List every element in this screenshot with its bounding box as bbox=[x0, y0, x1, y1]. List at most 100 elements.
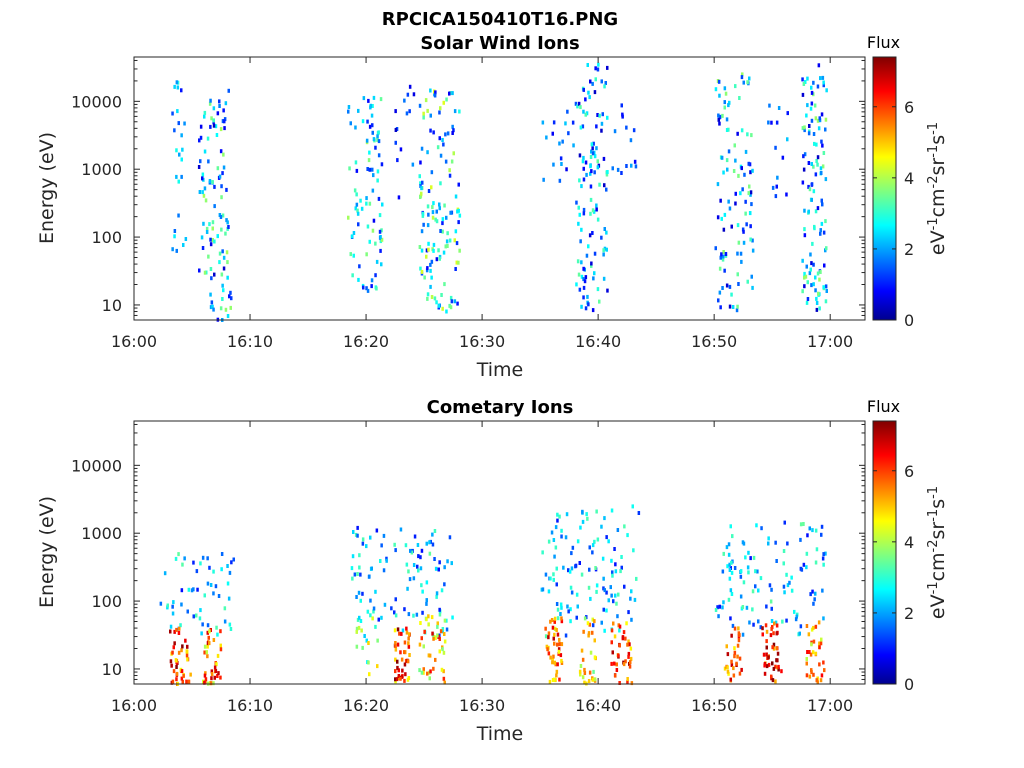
data-cell bbox=[729, 616, 732, 621]
data-cell bbox=[431, 210, 435, 215]
data-cell bbox=[406, 586, 409, 591]
data-cell bbox=[229, 627, 233, 631]
data-cell bbox=[774, 194, 778, 199]
data-cell bbox=[361, 537, 365, 542]
data-cell bbox=[621, 636, 625, 641]
data-cell bbox=[721, 257, 725, 262]
data-cell bbox=[432, 666, 435, 671]
data-cell bbox=[803, 284, 806, 289]
data-cell bbox=[769, 633, 773, 638]
data-cell bbox=[440, 588, 444, 593]
data-cell bbox=[186, 609, 189, 614]
data-cell bbox=[615, 668, 619, 672]
data-cell bbox=[605, 247, 608, 252]
data-cell bbox=[755, 523, 758, 528]
data-cell bbox=[457, 220, 460, 225]
data-cell bbox=[419, 266, 422, 271]
data-cell bbox=[582, 109, 585, 114]
data-cell bbox=[408, 653, 411, 657]
data-cell bbox=[594, 77, 597, 82]
data-cell bbox=[823, 263, 826, 268]
data-cell bbox=[810, 90, 814, 95]
data-cell bbox=[723, 100, 726, 105]
data-cell bbox=[357, 108, 360, 113]
data-cell bbox=[429, 268, 432, 273]
data-cell bbox=[201, 172, 205, 177]
data-cell bbox=[213, 272, 216, 277]
data-cell bbox=[376, 178, 379, 183]
data-cell bbox=[419, 555, 422, 560]
data-cell bbox=[180, 588, 184, 593]
data-cell bbox=[212, 638, 216, 642]
data-cell bbox=[204, 671, 207, 676]
x-tick-label: 16:40 bbox=[575, 332, 621, 351]
data-cell bbox=[225, 218, 228, 223]
data-cell bbox=[433, 296, 437, 301]
data-cell bbox=[355, 629, 358, 634]
data-cell bbox=[225, 250, 229, 255]
data-cell bbox=[182, 243, 185, 247]
data-cell bbox=[721, 113, 724, 118]
data-cell bbox=[591, 151, 595, 156]
data-cell bbox=[229, 305, 232, 310]
data-cell bbox=[454, 267, 457, 271]
colorbar-tick-label: 4 bbox=[904, 169, 914, 188]
data-cell bbox=[809, 267, 812, 272]
data-cell bbox=[385, 556, 388, 561]
data-cell bbox=[209, 98, 212, 103]
data-cell bbox=[371, 130, 374, 135]
data-cell bbox=[180, 602, 183, 607]
data-cell bbox=[717, 614, 720, 619]
data-cell bbox=[813, 141, 816, 146]
data-cell bbox=[727, 552, 731, 557]
data-cell bbox=[593, 638, 596, 643]
data-cell bbox=[368, 201, 372, 206]
data-cell bbox=[806, 280, 809, 285]
colorbar-tick-label: 4 bbox=[904, 533, 914, 552]
data-cell bbox=[367, 158, 371, 163]
data-cell bbox=[362, 96, 366, 101]
data-cell bbox=[605, 230, 608, 235]
data-cell bbox=[785, 618, 788, 623]
data-cell bbox=[814, 116, 818, 121]
data-cell bbox=[546, 647, 549, 652]
data-cell bbox=[595, 146, 598, 151]
data-cell bbox=[446, 131, 450, 136]
data-cell bbox=[739, 569, 743, 574]
data-cell bbox=[448, 238, 452, 243]
data-cell bbox=[594, 66, 597, 71]
data-cell bbox=[383, 602, 387, 607]
data-cell bbox=[730, 224, 733, 229]
data-cell bbox=[177, 213, 180, 218]
data-cell bbox=[806, 297, 810, 301]
data-cell bbox=[815, 547, 819, 552]
data-cell bbox=[569, 619, 572, 624]
data-cell bbox=[775, 184, 778, 189]
data-cell bbox=[212, 118, 215, 123]
data-cell bbox=[822, 562, 825, 567]
data-cell bbox=[581, 509, 584, 514]
data-cell bbox=[810, 283, 813, 288]
data-cell bbox=[731, 534, 734, 539]
data-cell bbox=[407, 641, 410, 646]
data-cell bbox=[359, 572, 362, 577]
data-cell bbox=[420, 191, 423, 196]
data-cell bbox=[175, 248, 178, 253]
data-cell bbox=[598, 299, 601, 304]
data-cell bbox=[556, 662, 559, 667]
data-cell bbox=[777, 664, 780, 669]
data-cell bbox=[819, 641, 823, 646]
data-cell bbox=[720, 155, 724, 160]
data-cell bbox=[429, 113, 432, 118]
data-cell bbox=[547, 539, 551, 544]
data-cell bbox=[590, 142, 594, 147]
data-cell bbox=[407, 676, 411, 680]
data-cell bbox=[430, 615, 434, 620]
data-cell bbox=[822, 660, 825, 665]
data-cell bbox=[556, 632, 560, 637]
data-cell bbox=[745, 222, 748, 227]
data-cell bbox=[375, 259, 379, 264]
data-cell bbox=[781, 155, 785, 160]
data-cell bbox=[554, 545, 558, 550]
data-cell bbox=[443, 639, 447, 644]
